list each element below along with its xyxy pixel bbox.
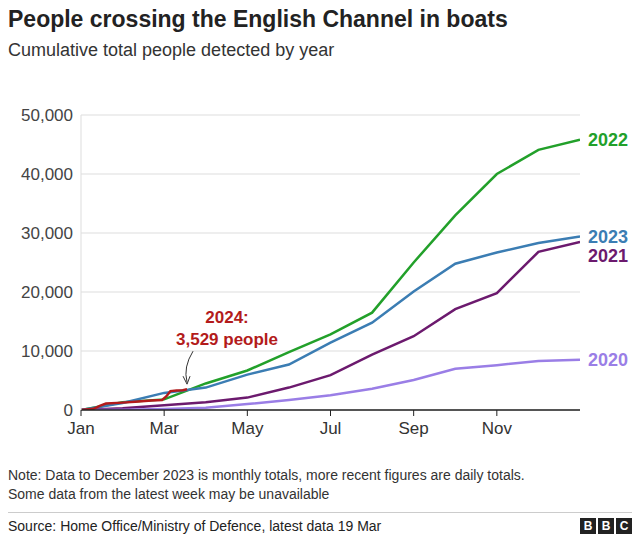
svg-text:10,000: 10,000 [21,342,73,361]
html-text:Some data from the latest week: Some data from the latest week may be un… [8,486,330,502]
html-text:B: B [601,519,611,533]
svg-text:May: May [231,419,264,438]
svg-text:40,000: 40,000 [21,165,73,184]
svg-text:2024:: 2024: [205,308,248,327]
svg-text:Mar: Mar [150,419,180,438]
svg-text:Jan: Jan [67,419,94,438]
svg-text:20,000: 20,000 [21,283,73,302]
svg-text:2023: 2023 [588,227,628,247]
svg-text:30,000: 30,000 [21,224,73,243]
html-text:Cumulative total people detect: Cumulative total people detected by year [8,40,335,60]
html-text:Source: Home Office/Ministry o: Source: Home Office/Ministry of Defence,… [8,518,382,534]
svg-text:2022: 2022 [588,130,628,150]
html-text:Note: Data to December 2023 is: Note: Data to December 2023 is monthly t… [8,467,525,483]
svg-text:0: 0 [64,401,73,420]
svg-text:50,000: 50,000 [21,106,73,125]
svg-text:2020: 2020 [588,350,628,370]
html-text:C: C [619,519,629,533]
svg-text:Jul: Jul [320,419,342,438]
svg-text:Sep: Sep [399,419,429,438]
svg-text:Nov: Nov [482,419,513,438]
html-text:B: B [583,519,593,533]
html-text:People crossing the English Ch: People crossing the English Channel in b… [8,6,508,32]
svg-text:2021: 2021 [588,246,628,266]
svg-text:3,529 people: 3,529 people [176,330,278,349]
